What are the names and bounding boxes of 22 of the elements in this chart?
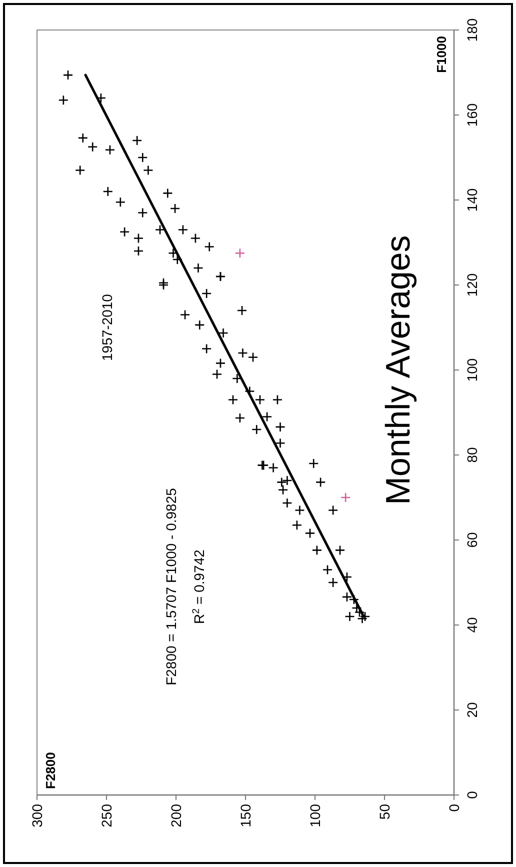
x-tick-label: 300 [28, 804, 45, 828]
y-tick-label: 20 [464, 702, 480, 718]
x-tick-label: 200 [168, 804, 184, 828]
x-tick-label: 0 [446, 804, 462, 812]
x-tick-label: 150 [237, 804, 254, 828]
y-axis-title: F1000 [434, 36, 449, 73]
y-tick-label: 180 [464, 18, 480, 42]
annotation: 1957-2010 [99, 294, 116, 361]
y-tick-label: 40 [464, 617, 480, 633]
x-tick-label: 250 [98, 804, 114, 828]
annotation: F2800 [43, 752, 58, 789]
x-tick-label: 50 [376, 804, 392, 820]
y-tick-label: 80 [464, 447, 480, 463]
y-tick-label: 0 [464, 790, 480, 799]
y-tick-label: 100 [464, 358, 480, 382]
y-tick-label: 140 [464, 188, 480, 212]
y-tick-label: 60 [464, 532, 480, 548]
y-tick-label: 160 [464, 103, 480, 127]
x-tick-label: 100 [306, 804, 323, 828]
y-tick-label: 120 [464, 273, 480, 297]
annotation: F2800 = 1.5707 F1000 - 0.9825 [163, 488, 179, 686]
text: Monthly Averages [380, 235, 418, 505]
